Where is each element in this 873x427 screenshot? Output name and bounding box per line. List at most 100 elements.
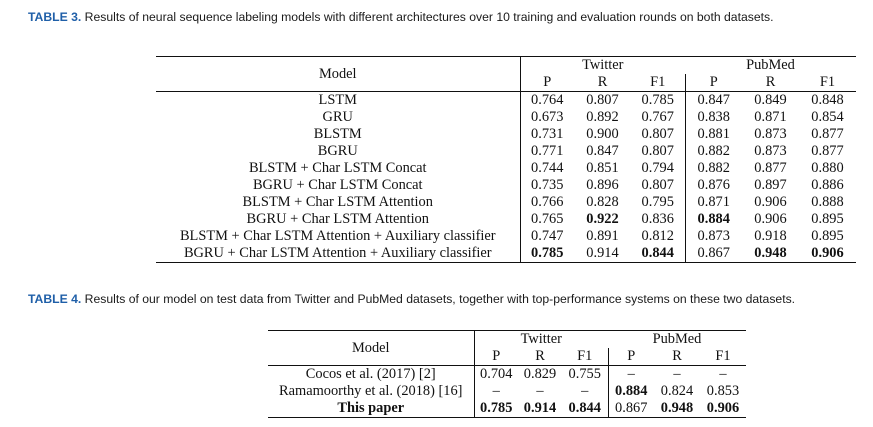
table3-cell: 0.884 (697, 211, 730, 227)
table3-sub-header: F1 (819, 74, 836, 90)
table3: Model Twitter PubMed P R F1 P R F1 LSTM 0… (156, 56, 856, 263)
table4-caption: TABLE 4. Results of our model on test da… (28, 292, 795, 306)
table4-model-name: This paper (268, 400, 475, 418)
table3-cell: 0.914 (574, 245, 631, 263)
table3-cell: 0.906 (754, 194, 787, 210)
table4-sub-header: P (492, 348, 501, 364)
table3-cell: 0.882 (697, 143, 730, 159)
table3-caption-text: Results of neural sequence labeling mode… (84, 10, 774, 24)
table3-cell: 0.876 (697, 177, 730, 193)
table3-cell: 0.906 (799, 245, 856, 263)
table3-cell: 0.735 (531, 177, 564, 193)
table3-row: BGRU + Char LSTM Concat 0.735 0.896 0.807 0.… (156, 177, 856, 194)
table4-cell: 0.914 (518, 400, 562, 418)
table4-cell: 0.824 (660, 383, 694, 399)
table4-sub-header: R (535, 348, 545, 364)
table3-cell: 0.771 (531, 143, 564, 159)
table3-cell: 0.744 (531, 160, 564, 176)
table4-cell: – (608, 365, 654, 383)
table3-row: BLSTM + Char LSTM Attention + Auxiliary … (156, 228, 856, 245)
table3-cell: 0.906 (754, 211, 787, 227)
table3-model-name: BGRU + Char LSTM Attention + Auxiliary c… (156, 245, 521, 263)
table4-cell: 0.853 (706, 383, 740, 399)
table3-cell: 0.877 (811, 143, 844, 159)
table3-row: GRU 0.673 0.892 0.767 0.838 0.871 0.854 (156, 109, 856, 126)
table4: Model Twitter PubMed P R F1 P R F1 Cocos… (268, 330, 746, 418)
table4-header-row-1: Model Twitter PubMed (268, 330, 746, 366)
table4-cell: 0.755 (562, 365, 609, 383)
table4-cell: 0.867 (608, 400, 654, 418)
table3-cell: 0.807 (631, 177, 686, 194)
table3-cell: 0.807 (631, 143, 686, 160)
table4-sub-header: R (672, 348, 682, 364)
table3-cell: 0.948 (742, 245, 799, 263)
table3-cell: 0.871 (697, 194, 730, 210)
table3-cell: 0.807 (631, 126, 686, 143)
table3-cell: 0.673 (531, 109, 564, 125)
table3-cell: 0.847 (586, 143, 619, 159)
table3-header-row-2: P R F1 P R F1 (156, 74, 856, 92)
table4-header-row-2: P R F1 P R F1 (268, 348, 746, 366)
table4-caption-text: Results of our model on test data from T… (84, 292, 796, 306)
table3-model-name: LSTM (156, 91, 521, 109)
table4-cell: 0.884 (615, 383, 648, 399)
table4-label: TABLE 4. (28, 292, 82, 306)
table3-cell: 0.895 (811, 211, 844, 227)
table3-label: TABLE 3. (28, 10, 82, 24)
table3-cell: 0.854 (811, 109, 844, 125)
table3-sub-header: F1 (631, 74, 686, 92)
table3-cell: 0.807 (574, 91, 631, 109)
table4-cell: 0.948 (654, 400, 700, 418)
table3-cell: 0.880 (811, 160, 844, 176)
table3-cell: 0.794 (631, 160, 686, 177)
table4-sub-header: P (627, 348, 636, 364)
table3-cell: 0.897 (754, 177, 787, 193)
table3-cell: 0.785 (520, 245, 574, 263)
table4-cell: – (536, 383, 544, 399)
table3-cell: 0.838 (697, 109, 730, 125)
table4-row: This paper 0.785 0.914 0.844 0.867 0.948 0.906 (268, 400, 746, 418)
table3-cell: 0.892 (586, 109, 619, 125)
table4-cell: 0.844 (562, 400, 609, 418)
table3-cell: 0.882 (697, 160, 730, 176)
table3-cell: 0.765 (531, 211, 564, 227)
table3-cell: 0.836 (631, 211, 686, 228)
table4-model-header: Model (268, 330, 475, 366)
table3-model-name: BLSTM (156, 126, 521, 143)
table3-row: BGRU + Char LSTM Attention + Auxiliary c… (156, 245, 856, 263)
table3-cell: 0.766 (531, 194, 564, 210)
table3-body: LSTM 0.764 0.807 0.785 0.847 0.849 0.848 GRU 0.6… (156, 91, 856, 263)
table3-row: BLSTM 0.731 0.900 0.807 0.881 0.873 0.877 (156, 126, 856, 143)
table4-cell: – (700, 365, 746, 383)
table3-model-name: BGRU (156, 143, 521, 160)
table3-cell: 0.847 (685, 91, 742, 109)
table3-sub-header: R (597, 74, 608, 90)
table3-cell: 0.795 (631, 194, 686, 211)
table3-model-name: BLSTM + Char LSTM Attention (156, 194, 521, 211)
table3-cell: 0.877 (811, 126, 844, 142)
table3-cell: 0.895 (811, 228, 844, 244)
table3-sub-header: P (709, 74, 718, 90)
table3-model-name: BGRU + Char LSTM Attention (156, 211, 521, 228)
table3-sub-header: P (543, 74, 552, 90)
table3-cell: 0.888 (811, 194, 844, 210)
table4-cell: – (654, 365, 700, 383)
table3-model-name: BLSTM + Char LSTM Concat (156, 160, 521, 177)
table3-cell: 0.851 (586, 160, 619, 176)
table3-cell: 0.871 (754, 109, 787, 125)
table3-cell: 0.886 (811, 177, 844, 193)
table3-cell: 0.877 (754, 160, 787, 176)
table3-cell: 0.767 (631, 109, 686, 126)
table3-cell: 0.922 (586, 211, 619, 227)
table3-cell: 0.900 (586, 126, 619, 142)
table3-cell: 0.873 (697, 228, 730, 244)
table3-row: BLSTM + Char LSTM Attention 0.766 0.828 0.7… (156, 194, 856, 211)
table3-group-pubmed: PubMed (685, 56, 856, 74)
table3-cell: 0.867 (685, 245, 742, 263)
table3-cell: 0.785 (631, 91, 686, 109)
table3-model-name: GRU (156, 109, 521, 126)
table3-cell: 0.896 (586, 177, 619, 193)
table3-cell: 0.873 (754, 126, 787, 142)
table3-caption: TABLE 3. Results of neural sequence labe… (28, 10, 773, 24)
table4-cell: 0.829 (518, 365, 562, 383)
